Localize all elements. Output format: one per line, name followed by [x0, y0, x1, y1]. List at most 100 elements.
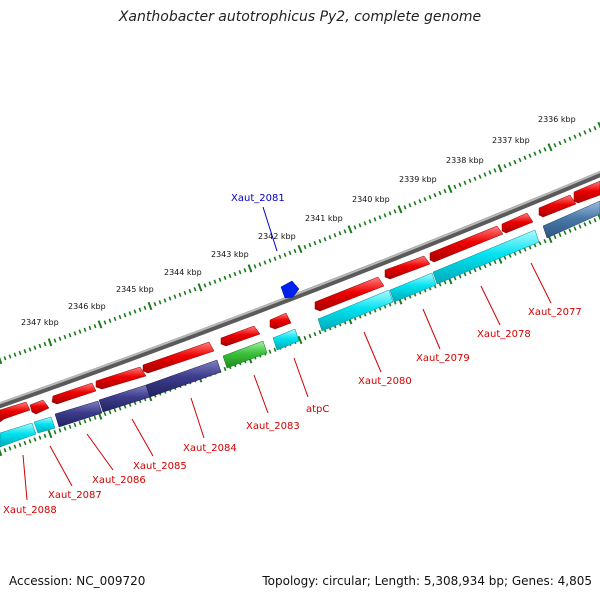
kbp-label: 2341 kbp: [305, 214, 343, 223]
gene-box[interactable]: [54, 400, 103, 428]
scale-tick: [488, 170, 492, 175]
scale-tick: [583, 222, 587, 227]
gene-box[interactable]: [389, 272, 437, 303]
scale-tick: [258, 262, 262, 267]
scale-tick: [163, 298, 167, 303]
leader-line: [86, 433, 114, 471]
gene-label[interactable]: Xaut_2088: [3, 505, 57, 516]
scale-tick: [303, 335, 307, 341]
kbp-label: 2345 kbp: [116, 285, 154, 294]
scale-tick: [0, 356, 3, 365]
gene-box[interactable]: [0, 422, 37, 448]
gene-arrow[interactable]: [501, 212, 534, 234]
gene-box[interactable]: [317, 289, 394, 332]
scale-tick: [203, 283, 207, 288]
scale-tick: [543, 238, 547, 244]
scale-tick: [0, 448, 3, 457]
gene-label[interactable]: Xaut_2079: [416, 353, 470, 364]
scale-tick: [393, 209, 397, 214]
scale-tick: [28, 439, 32, 444]
scale-tick: [118, 314, 122, 320]
gene-arrow[interactable]: [573, 180, 600, 204]
gene-label[interactable]: Xaut_2078: [477, 329, 531, 340]
scale-tick: [563, 230, 567, 235]
gene-label[interactable]: Xaut_2084: [183, 443, 237, 454]
gene-label[interactable]: Xaut_2085: [133, 461, 187, 472]
scale-tick: [113, 408, 117, 413]
scale-tick: [253, 264, 257, 269]
gene-box[interactable]: [98, 384, 151, 413]
scale-tick: [158, 300, 162, 305]
gene-box[interactable]: [33, 416, 56, 434]
scale-tick: [97, 320, 103, 329]
gene-arrow[interactable]: [51, 382, 97, 405]
scale-tick: [73, 422, 77, 428]
kbp-label: 2337 kbp: [492, 136, 530, 145]
kbp-label: 2342 kbp: [258, 232, 296, 241]
scale-tick: [528, 153, 532, 158]
scale-tick: [463, 180, 467, 186]
scale-tick: [113, 316, 117, 321]
gene-label[interactable]: Xaut_2083: [246, 421, 300, 432]
scale-tick: [558, 232, 562, 238]
gene-arrow[interactable]: [429, 225, 504, 263]
gene-label[interactable]: Xaut_2081: [231, 193, 285, 204]
gene-label[interactable]: Xaut_2087: [48, 490, 102, 501]
gene-box[interactable]: [542, 200, 600, 239]
scale-tick: [423, 197, 427, 202]
leader-line: [22, 454, 28, 501]
scale-tick: [143, 305, 147, 310]
scale-tick: [443, 188, 447, 194]
scale-tick: [228, 273, 232, 279]
gene-arrow[interactable]: [0, 401, 31, 423]
xaut-2081-feature[interactable]: [280, 280, 300, 299]
gene-box[interactable]: [272, 328, 300, 351]
scale-tick: [173, 294, 177, 299]
scale-tick: [308, 333, 312, 339]
scale-tick: [58, 336, 62, 341]
gene-box[interactable]: [145, 359, 222, 398]
gene-arrow[interactable]: [538, 194, 577, 218]
scale-tick: [368, 219, 372, 224]
scale-tick: [543, 147, 547, 152]
map-title: Xanthobacter autotrophicus Py2, complete…: [118, 9, 482, 25]
leader-line: [253, 374, 269, 414]
scale-tick: [503, 164, 507, 169]
scale-tick: [83, 327, 87, 332]
scale-tick: [573, 134, 577, 139]
scale-tick: [323, 237, 327, 242]
gene-box[interactable]: [432, 229, 540, 285]
scale-tick: [483, 172, 487, 177]
gene-box[interactable]: [222, 340, 268, 369]
scale-tick: [533, 151, 537, 156]
gene-arrow[interactable]: [269, 312, 292, 330]
scale-tick: [273, 347, 277, 352]
scale-tick: [373, 217, 377, 222]
gene-arrow[interactable]: [29, 399, 50, 415]
kbp-label: 2346 kbp: [68, 302, 106, 311]
gene-label[interactable]: Xaut_2080: [358, 376, 412, 387]
scale-tick: [133, 309, 137, 314]
leader-line: [422, 308, 441, 350]
scale-tick: [343, 229, 347, 234]
gene-arrow[interactable]: [142, 341, 215, 374]
scale-tick: [88, 417, 92, 422]
gene-label[interactable]: atpC: [306, 404, 329, 415]
scale-tick: [47, 338, 53, 347]
scale-tick: [188, 288, 192, 294]
gene-label[interactable]: Xaut_2077: [528, 307, 582, 318]
gene-arrow[interactable]: [220, 325, 261, 347]
scale-tick: [297, 335, 303, 345]
scale-tick: [297, 244, 303, 254]
gene-arrow[interactable]: [314, 276, 385, 312]
scale-tick: [33, 345, 37, 350]
scale-tick: [197, 283, 203, 292]
scale-tick: [518, 249, 522, 254]
gene-arrow[interactable]: [95, 366, 147, 390]
gene-label[interactable]: Xaut_2086: [92, 475, 146, 486]
kbp-label: 2347 kbp: [21, 318, 59, 327]
gene-leader-lines: [22, 206, 552, 501]
scale-tick: [553, 234, 557, 240]
scale-tick: [397, 205, 403, 214]
gene-arrow[interactable]: [384, 255, 431, 280]
